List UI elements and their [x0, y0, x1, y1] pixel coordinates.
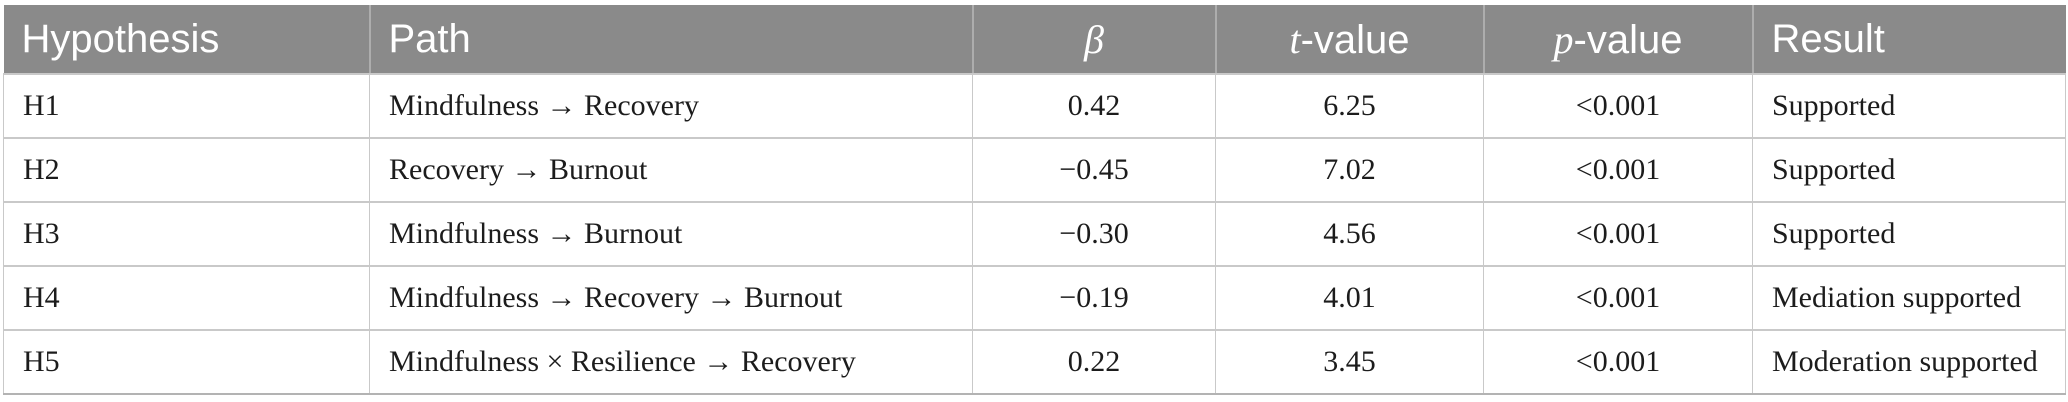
cell-path: Recovery → Burnout — [369, 138, 973, 203]
header-label: Result — [1771, 16, 1885, 61]
cell-t-value: 3.45 — [1215, 330, 1484, 395]
cell-beta: −0.30 — [972, 202, 1216, 267]
table-row-h3: H3 Mindfulness → Burnout −0.30 4.56 <0.0… — [3, 202, 2066, 267]
cell-result: Supported — [1752, 138, 2066, 203]
table-row-h5: H5 Mindfulness × Resilience → Recovery 0… — [3, 330, 2066, 395]
cell-beta: 0.22 — [972, 330, 1216, 395]
cell-hypothesis: H1 — [3, 74, 370, 139]
cell-beta: −0.45 — [972, 138, 1216, 203]
column-header-p-value: p-value — [1482, 5, 1753, 75]
p-symbol: p — [1553, 16, 1574, 62]
cell-hypothesis: H5 — [3, 330, 370, 395]
t-symbol: t — [1289, 16, 1301, 62]
cell-result: Mediation supported — [1752, 266, 2066, 331]
cell-result: Supported — [1752, 202, 2066, 267]
header-row: Hypothesis Path β t-value p-value Result — [3, 5, 2066, 75]
cell-path: Mindfulness → Burnout — [369, 202, 973, 267]
cell-hypothesis: H2 — [3, 138, 370, 203]
cell-beta: 0.42 — [972, 74, 1216, 139]
column-header-result: Result — [1751, 5, 2066, 75]
column-header-hypothesis: Hypothesis — [3, 5, 370, 75]
cell-result: Supported — [1752, 74, 2066, 139]
cell-t-value: 4.01 — [1215, 266, 1484, 331]
cell-hypothesis: H3 — [3, 202, 370, 267]
table-row-h1: H1 Mindfulness → Recovery 0.42 6.25 <0.0… — [3, 74, 2066, 139]
cell-beta: −0.19 — [972, 266, 1216, 331]
cell-path: Mindfulness → Recovery — [369, 74, 973, 139]
beta-symbol: β — [1084, 16, 1104, 62]
column-header-beta: β — [971, 5, 1216, 75]
cell-p-value: <0.001 — [1483, 202, 1753, 267]
cell-t-value: 4.56 — [1215, 202, 1484, 267]
table-row-h4: H4 Mindfulness → Recovery → Burnout −0.1… — [3, 266, 2066, 331]
cell-hypothesis: H4 — [3, 266, 370, 331]
cell-p-value: <0.001 — [1483, 266, 1753, 331]
results-table-container: Hypothesis Path β t-value p-value Result… — [3, 5, 2066, 395]
column-header-path: Path — [368, 5, 973, 75]
cell-result: Moderation supported — [1752, 330, 2066, 395]
table-row-h2: H2 Recovery → Burnout −0.45 7.02 <0.001 … — [3, 138, 2066, 203]
cell-t-value: 7.02 — [1215, 138, 1484, 203]
cell-path: Mindfulness × Resilience → Recovery — [369, 330, 973, 395]
column-header-t-value: t-value — [1214, 5, 1484, 75]
header-label: Path — [388, 16, 471, 61]
cell-p-value: <0.001 — [1483, 138, 1753, 203]
hypothesis-results-table: Hypothesis Path β t-value p-value Result… — [3, 5, 2066, 395]
cell-p-value: <0.001 — [1483, 74, 1753, 139]
header-label: Hypothesis — [21, 16, 220, 61]
cell-p-value: <0.001 — [1483, 330, 1753, 395]
cell-t-value: 6.25 — [1215, 74, 1484, 139]
cell-path: Mindfulness → Recovery → Burnout — [369, 266, 973, 331]
